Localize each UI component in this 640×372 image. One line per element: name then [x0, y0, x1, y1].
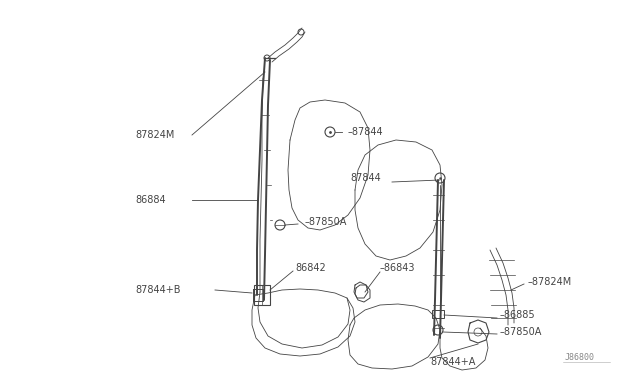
Text: –87844: –87844: [348, 127, 383, 137]
Text: 86884: 86884: [135, 195, 166, 205]
Text: J86800: J86800: [565, 353, 595, 362]
Text: –87824M: –87824M: [528, 277, 572, 287]
Text: –87850A: –87850A: [500, 327, 542, 337]
Bar: [432, 310, 444, 318]
Text: –87850A: –87850A: [305, 217, 348, 227]
Text: 86842: 86842: [295, 263, 326, 273]
Text: 87844+B: 87844+B: [135, 285, 180, 295]
Text: 87824M: 87824M: [135, 130, 174, 140]
Text: 87844+A: 87844+A: [430, 357, 476, 367]
Text: –86843: –86843: [380, 263, 415, 273]
Bar: [254, 285, 270, 305]
Text: 87844: 87844: [350, 173, 381, 183]
Text: –86885: –86885: [500, 310, 536, 320]
